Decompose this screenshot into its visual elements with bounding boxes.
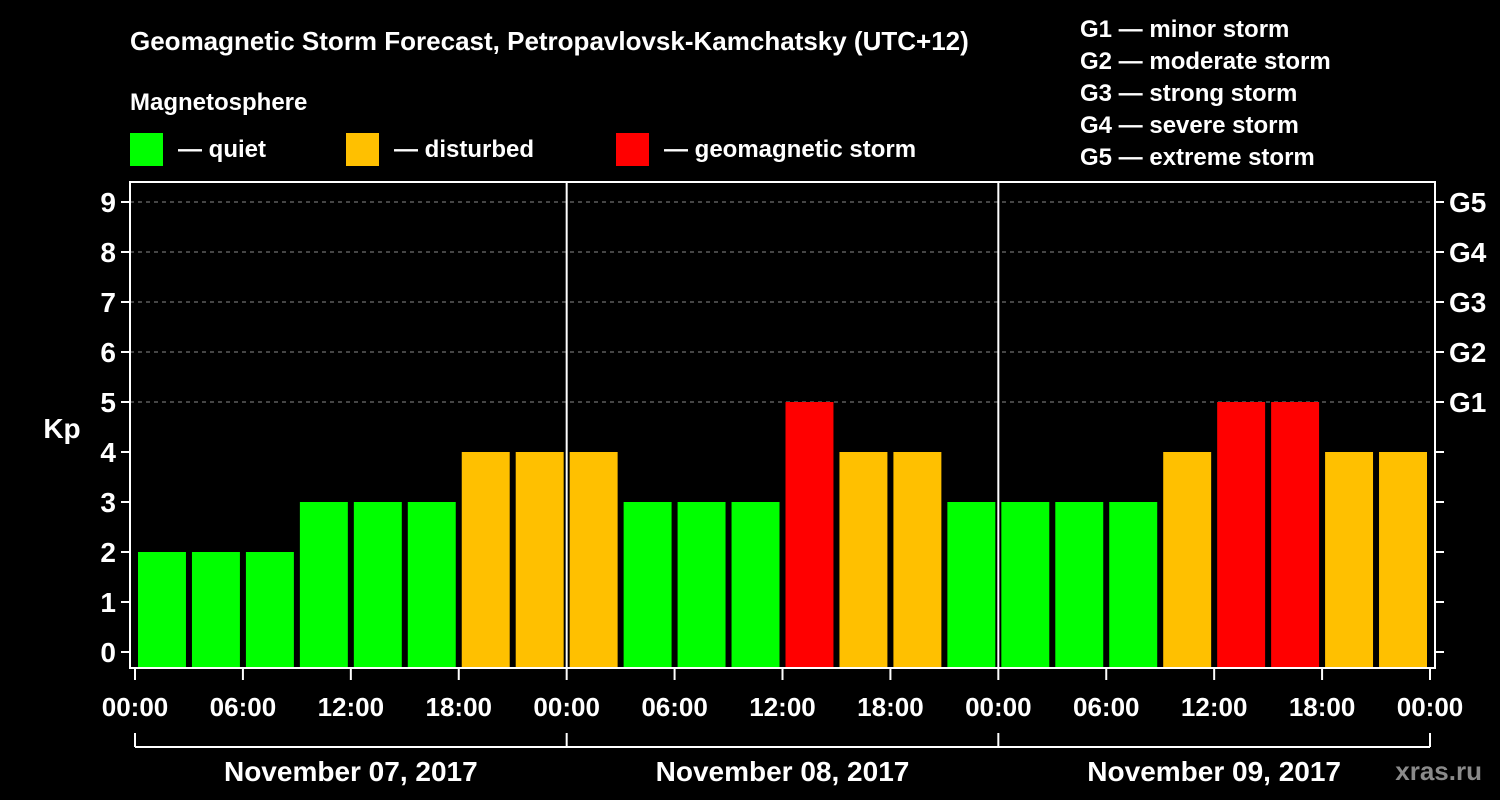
day-label: November 08, 2017 xyxy=(656,756,910,787)
kp-bar xyxy=(839,452,888,668)
x-tick-label: 06:00 xyxy=(641,692,708,722)
x-axis: 00:00 06:00 12:00 18:00 00:00 06:00 12:00 18:00… xyxy=(102,668,1464,722)
x-tick-label: 00:00 xyxy=(965,692,1032,722)
legend-swatch-disturbed xyxy=(346,133,379,166)
x-tick-label: 18:00 xyxy=(857,692,924,722)
legend-label-storm: — geomagnetic storm xyxy=(664,136,916,163)
x-tick-label: 00:00 xyxy=(533,692,600,722)
day-dividers xyxy=(565,182,1000,668)
legend-swatch-storm xyxy=(616,133,649,166)
g-tick-label: G1 xyxy=(1449,387,1486,418)
kp-bar xyxy=(461,452,510,668)
legend-label-quiet: — quiet xyxy=(178,136,266,163)
kp-bar xyxy=(785,402,834,668)
y-tick-label: 3 xyxy=(100,487,116,518)
y-tick-label: 4 xyxy=(100,437,116,468)
g-tick-label: G5 xyxy=(1449,187,1486,218)
y-tick-label: 1 xyxy=(100,587,116,618)
x-tick-label: 12:00 xyxy=(318,692,385,722)
kp-bar xyxy=(569,452,618,668)
kp-bar xyxy=(893,452,942,668)
y-tick-label: 5 xyxy=(100,387,116,418)
y-tick-label: 8 xyxy=(100,237,116,268)
day-label: November 09, 2017 xyxy=(1087,756,1341,787)
g-level-axis: G1 G2 G3 G4 G5 xyxy=(1435,187,1487,653)
grid xyxy=(130,201,1435,403)
day-brackets: November 07, 2017 November 08, 2017 Novemb… xyxy=(134,733,1431,787)
kp-bar xyxy=(407,502,456,668)
kp-bar xyxy=(1109,502,1158,668)
kp-bar xyxy=(1001,502,1050,668)
chart-title: Geomagnetic Storm Forecast, Petropavlovs… xyxy=(130,26,969,56)
kp-bar xyxy=(245,552,294,668)
kp-bar xyxy=(1325,452,1374,668)
kp-bar xyxy=(1055,502,1104,668)
kp-bar xyxy=(947,502,996,668)
x-tick-label: 00:00 xyxy=(1397,692,1464,722)
g-tick-label: G4 xyxy=(1449,237,1487,268)
kp-bar xyxy=(677,502,726,668)
storm-level-legend-item: G3 — strong storm xyxy=(1080,80,1297,107)
x-tick-label: 12:00 xyxy=(749,692,816,722)
g-tick-label: G3 xyxy=(1449,287,1486,318)
y-axis: 0 1 2 3 4 5 6 7 8 9 xyxy=(100,187,130,668)
legend-label-disturbed: — disturbed xyxy=(394,136,534,163)
legend-title: Magnetosphere xyxy=(130,89,307,116)
legend: — quiet — disturbed — geomagnetic storm xyxy=(130,133,916,166)
bars xyxy=(138,402,1427,668)
storm-level-legend-item: G5 — extreme storm xyxy=(1080,144,1315,171)
kp-bar xyxy=(623,502,672,668)
kp-bar xyxy=(1379,452,1427,668)
x-tick-label: 06:00 xyxy=(210,692,277,722)
x-tick-label: 00:00 xyxy=(102,692,169,722)
kp-bar xyxy=(515,452,564,668)
x-tick-label: 18:00 xyxy=(426,692,493,722)
y-tick-label: 7 xyxy=(100,287,116,318)
storm-level-legend: G1 — minor storm G2 — moderate storm G3 — … xyxy=(1080,16,1331,171)
kp-bar xyxy=(731,502,780,668)
kp-bar xyxy=(1217,402,1266,668)
legend-swatch-quiet xyxy=(130,133,163,166)
kp-bar xyxy=(299,502,348,668)
y-tick-label: 2 xyxy=(100,537,116,568)
storm-level-legend-item: G2 — moderate storm xyxy=(1080,48,1331,75)
kp-bar xyxy=(353,502,402,668)
kp-bar xyxy=(191,552,240,668)
x-tick-label: 12:00 xyxy=(1181,692,1248,722)
storm-level-legend-item: G1 — minor storm xyxy=(1080,16,1289,43)
y-tick-label: 6 xyxy=(100,337,116,368)
kp-bar xyxy=(1163,452,1212,668)
g-tick-label: G2 xyxy=(1449,337,1486,368)
watermark: xras.ru xyxy=(1395,756,1482,786)
kp-bar xyxy=(1271,402,1320,668)
x-tick-label: 18:00 xyxy=(1289,692,1356,722)
storm-level-legend-item: G4 — severe storm xyxy=(1080,112,1299,139)
y-tick-label: 9 xyxy=(100,187,116,218)
day-label: November 07, 2017 xyxy=(224,756,478,787)
y-tick-label: 0 xyxy=(100,637,116,668)
y-axis-label: Kp xyxy=(43,413,80,444)
x-tick-label: 06:00 xyxy=(1073,692,1140,722)
kp-bar xyxy=(138,552,186,668)
